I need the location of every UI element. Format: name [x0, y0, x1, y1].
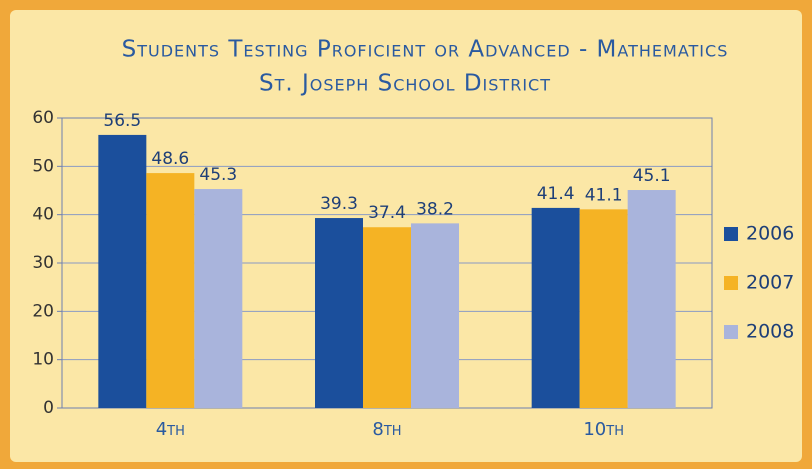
bar	[532, 208, 580, 408]
chart: Students Testing Proficient or Advanced …	[0, 0, 812, 469]
bar	[98, 135, 146, 408]
bar	[411, 223, 459, 408]
legend-label: 2007	[746, 272, 794, 294]
data-label: 41.1	[585, 185, 623, 205]
y-tick-label: 10	[32, 350, 54, 370]
y-tick-label: 20	[32, 301, 54, 321]
data-label: 38.2	[416, 199, 454, 219]
bar	[363, 227, 411, 408]
legend-label: 2008	[746, 321, 794, 343]
y-tick-label: 40	[32, 205, 54, 225]
y-tick-label: 30	[32, 253, 54, 273]
x-tick-label: 8th	[372, 419, 401, 440]
data-label: 48.6	[151, 149, 189, 169]
y-tick-label: 60	[32, 108, 54, 128]
chart-subtitle: St. Joseph School District	[259, 71, 551, 97]
data-label: 41.4	[537, 184, 575, 204]
data-label: 37.4	[368, 203, 406, 223]
bar	[194, 189, 242, 408]
bar	[580, 209, 628, 408]
legend-swatch	[724, 276, 738, 290]
bar	[315, 218, 363, 408]
x-tick-label: 10th	[583, 419, 624, 440]
bar	[146, 173, 194, 408]
y-tick-label: 50	[32, 156, 54, 176]
data-label: 45.3	[199, 165, 237, 185]
data-label: 39.3	[320, 194, 358, 214]
data-label: 56.5	[103, 111, 141, 131]
y-tick-label: 0	[43, 398, 54, 418]
x-tick-label: 4th	[156, 419, 185, 440]
legend-swatch	[724, 227, 738, 241]
data-label: 45.1	[633, 166, 671, 186]
bar	[628, 190, 676, 408]
legend-label: 2006	[746, 223, 794, 245]
chart-title: Students Testing Proficient or Advanced …	[122, 37, 729, 63]
legend-swatch	[724, 325, 738, 339]
